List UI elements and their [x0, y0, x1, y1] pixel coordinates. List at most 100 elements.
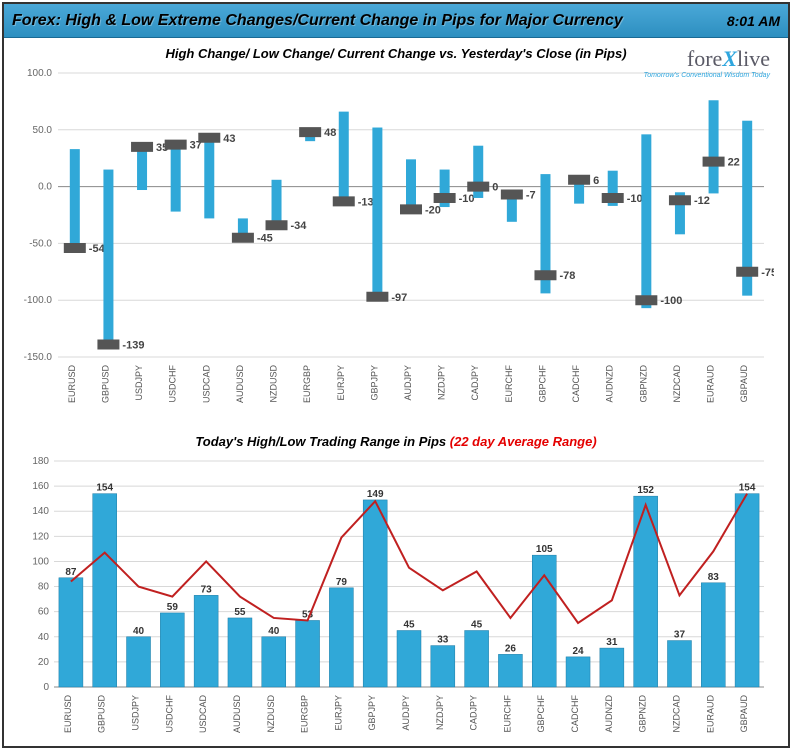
svg-text:100: 100: [32, 556, 49, 567]
x-label: CADCHF: [571, 364, 581, 402]
x-label: NZDUSD: [266, 695, 276, 733]
x-label: EURAUD: [705, 695, 715, 734]
header-bar: Forex: High & Low Extreme Changes/Curren…: [4, 4, 788, 38]
svg-text:-100.0: -100.0: [24, 295, 53, 306]
chart2-title-red: (22 day Average Range): [450, 434, 597, 449]
range-label: 24: [572, 646, 584, 657]
range-label: 154: [96, 483, 113, 494]
hl-bar: [171, 146, 181, 212]
range-bar: [566, 657, 590, 687]
range-bar: [735, 494, 759, 687]
current-label: -54: [89, 243, 106, 255]
x-label: USDCAD: [198, 695, 208, 734]
x-label: EURAUD: [706, 365, 716, 404]
svg-text:-150.0: -150.0: [24, 352, 53, 363]
x-label: EURJPY: [333, 695, 343, 731]
range-label: 45: [403, 620, 415, 631]
range-label: 79: [336, 577, 348, 588]
range-bar: [127, 637, 151, 687]
x-label: AUDJPY: [401, 695, 411, 731]
x-label: GBPNZD: [638, 695, 648, 733]
current-label: 48: [324, 127, 336, 139]
x-label: EURGBP: [300, 695, 310, 733]
x-label: NZDCAD: [672, 365, 682, 403]
range-bar: [329, 588, 353, 687]
hl-bar: [406, 159, 416, 209]
x-label: USDCHF: [164, 694, 174, 732]
range-bar: [431, 646, 455, 687]
brand-prefix: fore: [687, 46, 722, 71]
svg-text:-50.0: -50.0: [29, 238, 52, 249]
range-label: 154: [739, 483, 756, 494]
x-label: USDCHF: [168, 364, 178, 402]
range-bar: [262, 637, 286, 687]
x-label: GBPCHF: [537, 365, 547, 403]
header-time: 8:01 AM: [727, 13, 780, 29]
svg-text:100.0: 100.0: [27, 68, 52, 79]
x-label: EURCHF: [502, 694, 512, 732]
chart2-title-main: Today's High/Low Trading Range in Pips: [195, 434, 449, 449]
range-bar: [465, 631, 489, 688]
hl-bar: [339, 112, 349, 202]
brand-suffix: live: [737, 46, 770, 71]
current-label: 43: [223, 133, 235, 145]
hl-bar: [103, 170, 113, 345]
current-label: -12: [694, 195, 710, 207]
range-bar: [194, 595, 218, 687]
svg-text:60: 60: [38, 607, 50, 618]
x-label: USDJPY: [134, 365, 144, 401]
svg-text:0.0: 0.0: [38, 182, 52, 193]
svg-text:80: 80: [38, 582, 50, 593]
hl-bar: [709, 100, 719, 193]
current-label: -78: [559, 270, 575, 282]
range-bar: [498, 654, 522, 687]
current-label: -45: [257, 233, 273, 245]
svg-text:140: 140: [32, 506, 49, 517]
range-label: 152: [637, 485, 654, 496]
current-label: 6: [593, 175, 599, 187]
hl-bar: [641, 134, 651, 308]
range-bar: [228, 618, 252, 687]
svg-text:160: 160: [32, 481, 49, 492]
brand-text: foreXlive: [644, 46, 770, 72]
current-label: -7: [526, 190, 536, 202]
x-label: AUDNZD: [605, 365, 615, 403]
chart2-svg: 02040608010012014016018087EURUSD154GBPUS…: [14, 455, 774, 745]
x-label: NZDJPY: [437, 365, 447, 400]
x-label: NZDUSD: [269, 365, 279, 403]
x-label: GBPUSD: [97, 695, 107, 734]
current-label: 0: [492, 182, 498, 194]
svg-text:50.0: 50.0: [33, 125, 53, 136]
range-label: 149: [367, 489, 384, 500]
range-bar: [296, 620, 320, 687]
range-label: 59: [167, 602, 179, 613]
x-label: EURCHF: [504, 364, 514, 402]
range-label: 55: [234, 607, 246, 618]
brand-logo: foreXlive Tomorrow's Conventional Wisdom…: [644, 46, 770, 79]
x-label: AUDUSD: [235, 365, 245, 404]
hl-bar: [372, 128, 382, 297]
chart2-title: Today's High/Low Trading Range in Pips (…: [14, 434, 778, 449]
hl-bar: [272, 180, 282, 225]
range-label: 31: [606, 637, 618, 648]
range-bar: [701, 583, 725, 687]
current-label: -13: [358, 196, 374, 208]
x-label: EURGBP: [302, 365, 312, 403]
current-label: -75: [761, 267, 774, 279]
header-title: Forex: High & Low Extreme Changes/Curren…: [12, 12, 623, 30]
range-bar: [363, 500, 387, 687]
range-label: 87: [65, 567, 77, 578]
x-label: EURUSD: [63, 695, 73, 734]
range-bar: [93, 494, 117, 687]
x-label: GBPAUD: [739, 695, 749, 733]
x-label: GBPUSD: [100, 365, 110, 404]
x-label: CADJPY: [469, 695, 479, 731]
x-label: GBPNZD: [638, 365, 648, 403]
current-label: -10: [627, 193, 643, 205]
range-label: 40: [133, 626, 145, 637]
x-label: EURUSD: [67, 365, 77, 404]
current-label: -100: [660, 295, 682, 307]
range-bar: [397, 631, 421, 688]
hl-bar: [70, 149, 80, 248]
svg-text:20: 20: [38, 657, 50, 668]
